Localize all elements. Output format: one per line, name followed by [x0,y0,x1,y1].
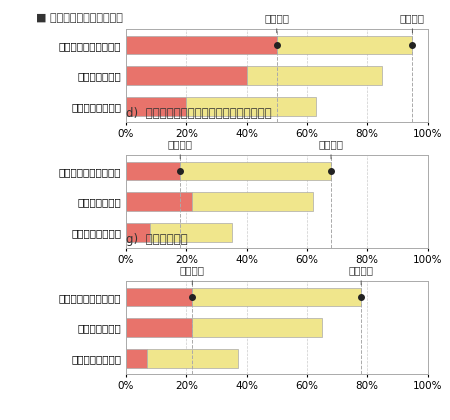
Bar [247,66,382,85]
Text: 時々する: 時々する [349,265,374,285]
Bar [126,192,192,211]
Bar [126,162,180,180]
Bar [150,223,232,241]
Bar [186,97,316,116]
Text: ■ 敷地内の生活行動の頻度: ■ 敷地内の生活行動の頻度 [36,13,123,23]
Bar [126,66,247,85]
Text: よくする: よくする [264,13,289,33]
Bar [126,36,277,54]
Bar [126,97,186,116]
Bar [277,36,413,54]
Bar [192,192,313,211]
Bar [180,162,331,180]
Text: d)  子ども・孫やペットと遊ぶ、世話をする: d) 子ども・孫やペットと遊ぶ、世話をする [126,107,272,120]
Bar [126,288,192,306]
Bar [126,318,192,337]
Text: 時々する: 時々する [319,139,343,159]
Bar [192,288,361,306]
Bar [147,349,238,368]
Text: g)  のんびりする: g) のんびりする [126,233,188,246]
Bar [192,318,322,337]
Text: よくする: よくする [168,139,193,159]
Text: よくする: よくする [180,265,205,285]
Bar [126,223,150,241]
Bar [126,349,147,368]
Text: 時々する: 時々する [400,13,425,33]
